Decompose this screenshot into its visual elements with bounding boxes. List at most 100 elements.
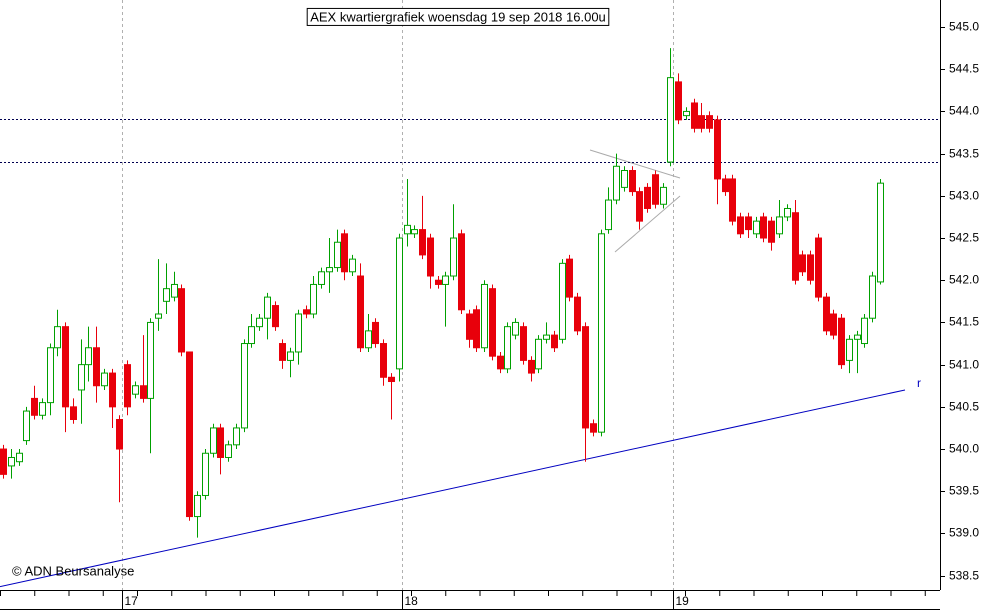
candle-body [528,359,535,374]
candle-body [698,115,705,129]
candle-body [667,77,674,163]
candle-body [753,220,760,235]
y-tick-label: 541.0 [949,358,979,372]
candle-body [613,165,620,201]
candle-body [683,110,690,117]
candle-body [722,178,729,193]
candle-body [116,418,123,450]
candle-body [93,347,100,387]
candle-body [458,233,465,311]
candle-body [334,241,341,269]
candle-body [737,216,744,235]
candle-body [0,448,7,475]
candle-body [380,343,387,378]
candle-body [520,326,527,361]
y-tick-label: 541.5 [949,315,979,329]
candle-body [388,376,395,383]
candle-body [70,406,77,420]
candle-body [497,355,504,370]
candle-body [629,170,636,193]
candle-body [419,229,426,256]
candle-body [854,334,861,340]
candle-body [78,364,85,391]
candle-body [706,115,713,129]
candle-body [54,326,61,349]
candle-body [729,178,736,222]
candle-body [163,288,170,302]
candle-body [202,452,209,496]
candle-body [823,296,830,332]
candle-body [582,326,589,429]
candle-body [23,410,30,442]
candle-body [574,296,581,332]
source-note: © ADN Beursanalyse [12,563,134,578]
candle-body [784,207,791,218]
x-tick-label: 17 [125,594,139,608]
trendline [0,389,906,588]
title-box [306,7,610,26]
y-tick-label: 539.5 [949,484,979,498]
candle-body [566,258,573,298]
candle-body [171,283,178,298]
candle-body [481,283,488,349]
candle-body [838,317,845,366]
candle-body [186,351,193,518]
candle-body [504,326,511,370]
candle-body [210,427,217,454]
candle-body [535,338,542,370]
candle-body [559,262,566,340]
candle-body [675,81,682,121]
candle-body [217,427,224,458]
candle-body [435,279,442,285]
y-tick-label: 540.0 [949,442,979,456]
candle-body [714,119,721,180]
candle-body [450,237,457,277]
candle-body [551,334,558,349]
candle-body [140,385,147,399]
candle-body [621,170,628,188]
candle-body [543,334,550,340]
y-tick-label: 542.5 [949,231,979,245]
candles [0,48,884,538]
candle-body [178,288,185,353]
candle-body [101,372,108,387]
candle-body [31,397,38,416]
y-tick-label: 543.0 [949,189,979,203]
y-tick-label: 542.0 [949,273,979,287]
candle-body [404,224,411,235]
candle-body [792,212,799,281]
triangle-pattern [589,149,681,253]
candle-body [466,313,473,340]
candle-body [39,402,46,416]
candle-body [147,321,154,399]
candle-body [365,330,372,349]
y-tick-label: 545.0 [949,20,979,34]
y-tick-label: 540.5 [949,400,979,414]
y-tick-label: 539.0 [949,526,979,540]
candle-body [62,326,69,408]
candle-body [760,216,767,239]
candle-body [272,305,279,328]
candle-body [660,186,667,205]
candle-body [124,364,131,408]
candle-body [303,309,310,315]
candle-body [318,271,325,285]
x-tick-label: 18 [405,594,419,608]
chart-title: AEX kwartiergrafiek woensdag 19 sep 2018… [310,9,606,24]
candle-body [264,296,271,319]
candle-body [799,254,806,273]
candle-body [372,321,379,345]
candle-body [287,351,294,361]
candle-body [776,216,783,235]
candle-body [815,237,822,298]
y-tick-label: 544.0 [949,104,979,118]
candle-body [644,186,651,209]
candle-body [132,385,139,395]
candle-body [807,254,814,281]
x-tick-label: 19 [676,594,690,608]
candle-body [194,494,201,518]
candle-body [745,216,752,231]
candle-body [877,182,884,283]
